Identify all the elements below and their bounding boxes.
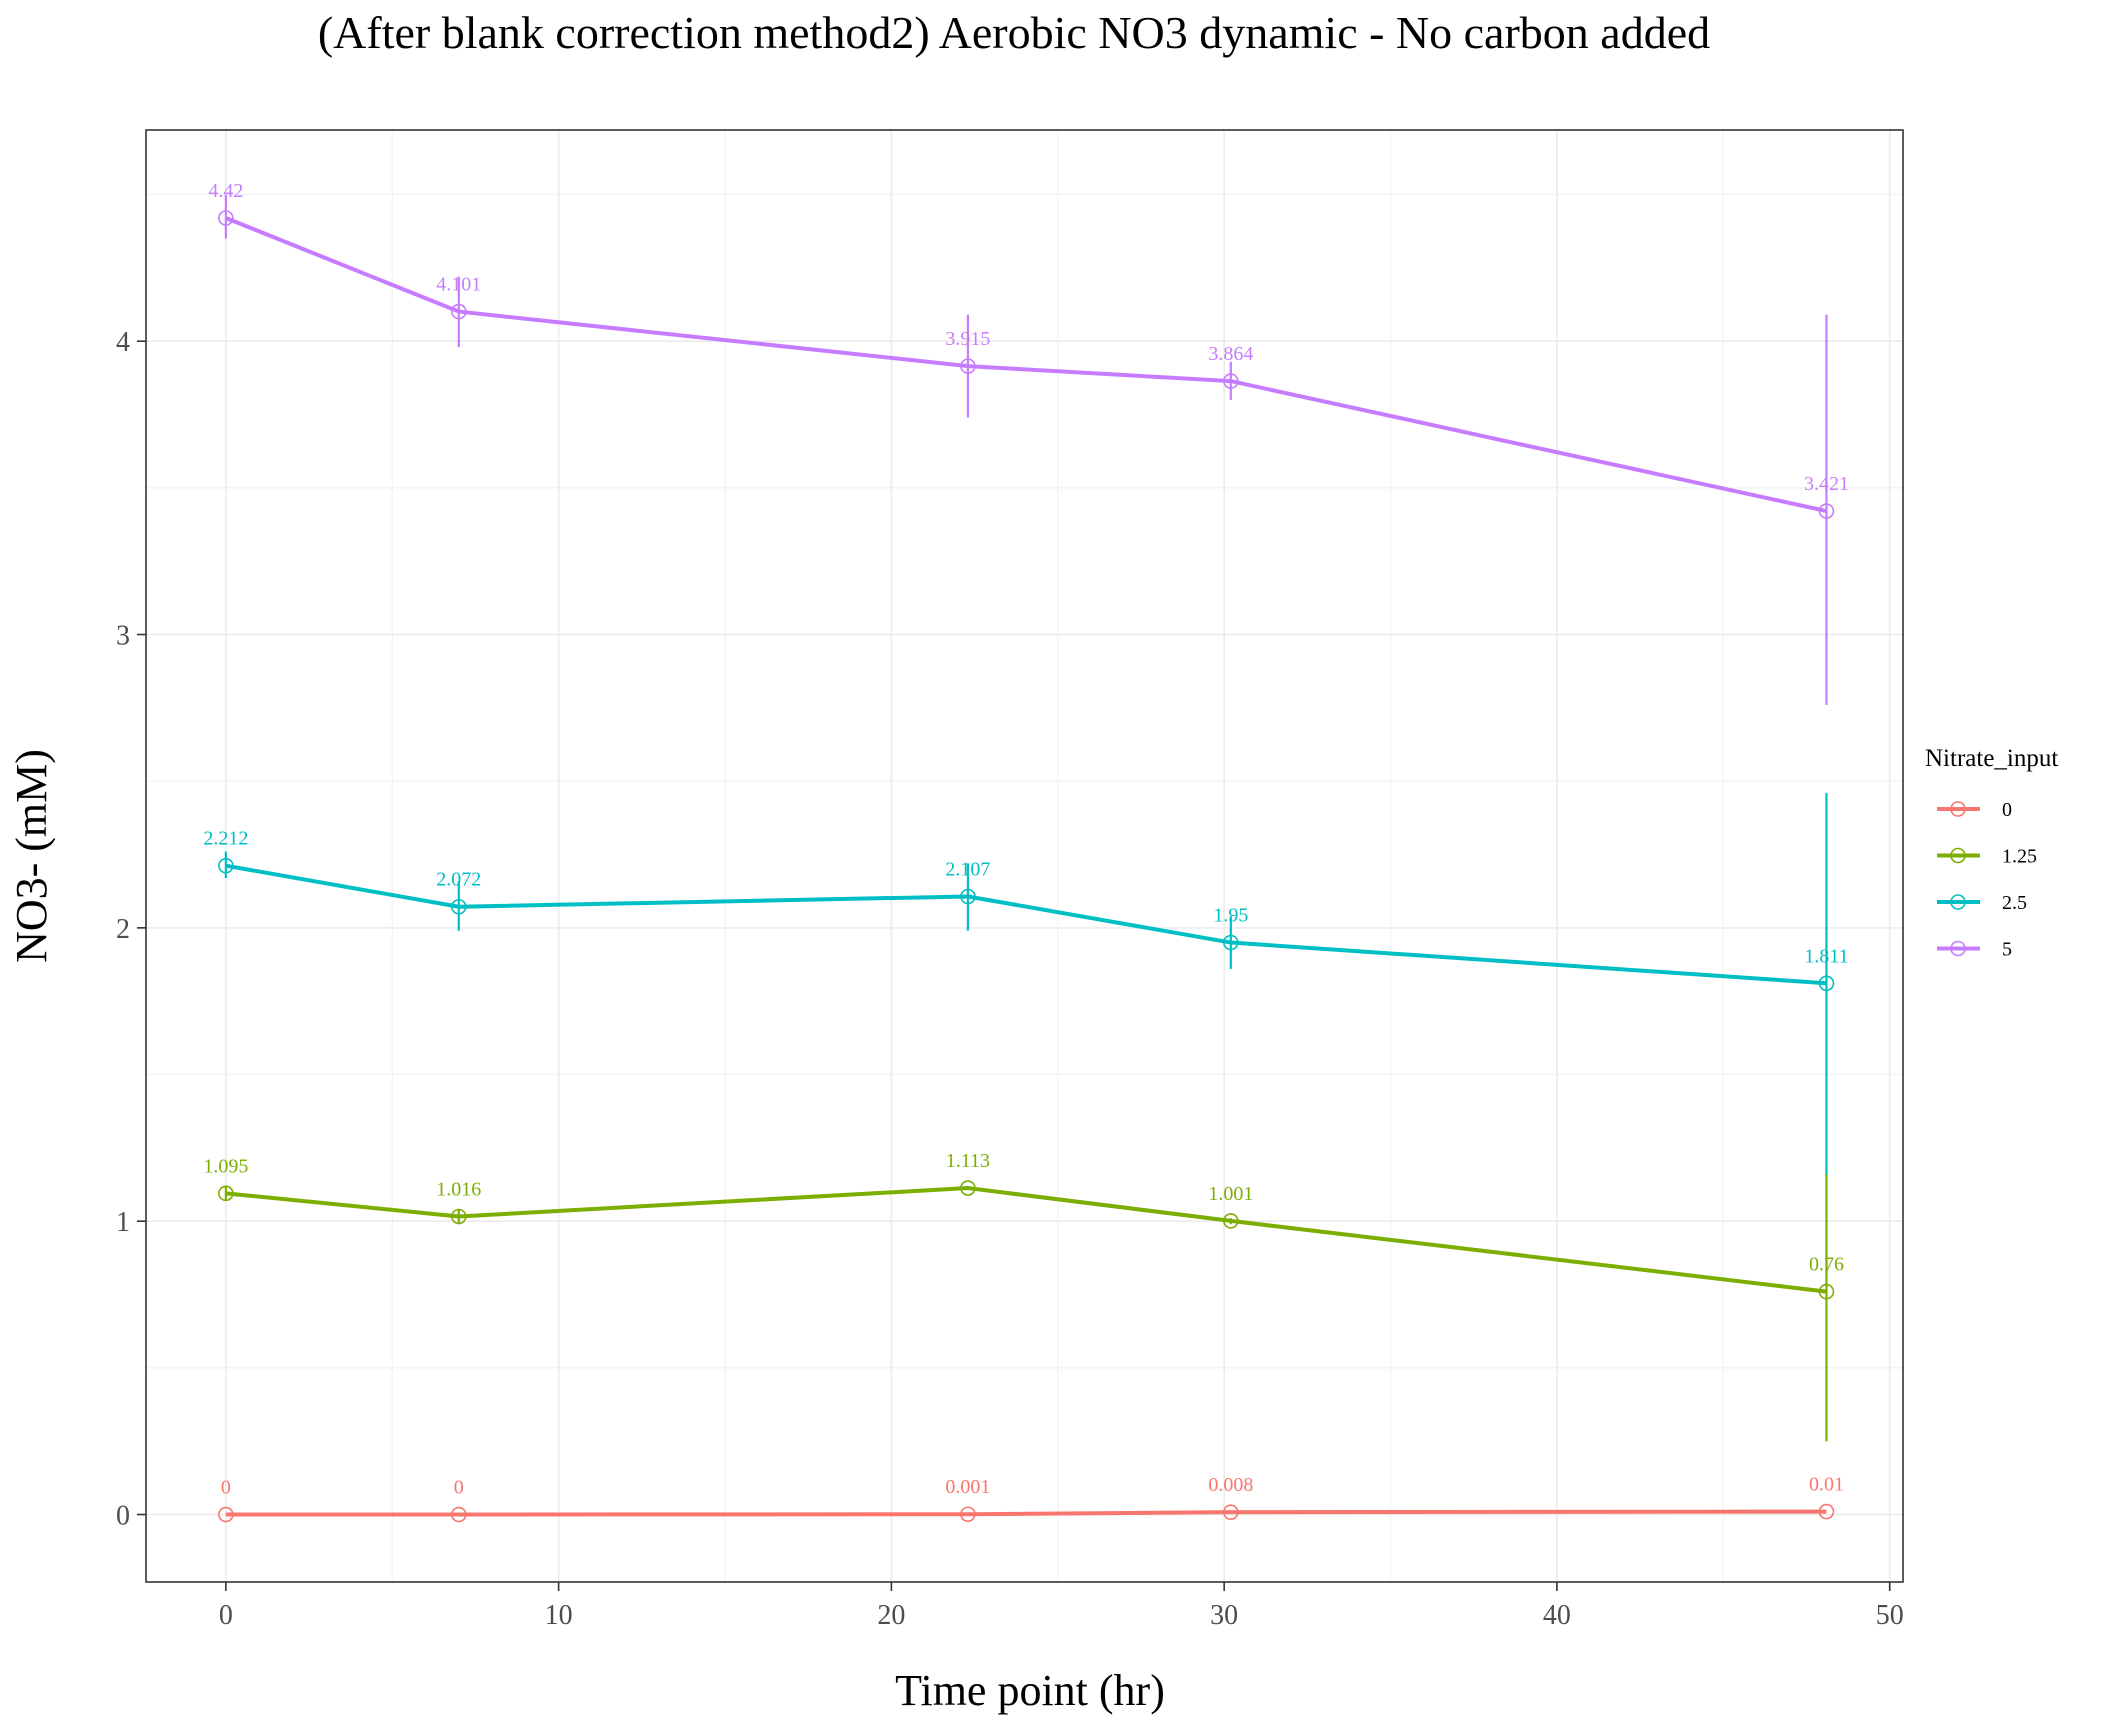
y-tick-label: 1	[116, 1207, 130, 1238]
series-layer: 0 0 0.001 0.008 0.01 1.095 1.016 1.113 1.001 0.76…	[203, 180, 1849, 1523]
legend-item: 2.5	[1937, 892, 2027, 914]
grid-lines	[146, 130, 1903, 1582]
data-label: 1.001	[1208, 1183, 1253, 1205]
data-label: 1.113	[946, 1150, 990, 1172]
data-point	[450, 1208, 467, 1225]
data-point	[1818, 975, 1835, 992]
legend-key-point	[1950, 940, 1966, 957]
data-label: 2.107	[945, 858, 990, 880]
legend-label: 5	[2002, 939, 2012, 961]
data-label: 0.76	[1809, 1254, 1844, 1276]
data-label: 3.915	[945, 328, 990, 350]
y-tick-label: 2	[116, 914, 130, 945]
data-label: 2.212	[203, 828, 248, 850]
x-axis-title: Time point (hr)	[895, 1666, 1165, 1715]
data-point	[450, 303, 467, 320]
legend-item: 1.25	[1937, 846, 2037, 868]
data-label: 0	[221, 1477, 231, 1499]
data-point	[218, 210, 234, 226]
y-tick-label: 4	[116, 327, 130, 358]
chart-title: (After blank correction method2) Aerobic…	[318, 7, 1710, 58]
x-tick-label: 30	[1210, 1600, 1238, 1631]
data-point	[1818, 1503, 1835, 1520]
data-point	[960, 1180, 976, 1196]
plot-panel-border	[145, 129, 1904, 1583]
data-label: 3.421	[1804, 473, 1849, 495]
data-label: 1.095	[203, 1155, 248, 1177]
data-label: 4.101	[436, 274, 481, 296]
data-label: 1.95	[1213, 905, 1248, 927]
data-point	[218, 1506, 234, 1523]
x-tick-label: 0	[219, 1600, 233, 1631]
legend-label: 0	[2002, 799, 2012, 821]
series-1-25: 1.095 1.016 1.113 1.001 0.76	[203, 1150, 1844, 1442]
legend-key-point	[1950, 847, 1966, 864]
x-tick-label: 40	[1543, 1600, 1571, 1631]
series-2-5: 2.212 2.072 2.107 1.95 1.811	[203, 792, 1849, 1175]
data-point	[960, 888, 976, 905]
series-0: 0 0 0.001 0.008 0.01	[218, 1474, 1844, 1523]
data-label: 1.811	[1804, 945, 1848, 967]
series-line	[225, 1509, 1827, 1517]
data-label: 0.01	[1809, 1474, 1844, 1496]
data-point	[450, 898, 467, 915]
data-label: 0.001	[945, 1476, 990, 1498]
data-label: 3.864	[1208, 343, 1253, 365]
y-tick-label: 0	[116, 1501, 130, 1532]
data-point	[218, 857, 234, 874]
data-label: 0.008	[1208, 1474, 1253, 1496]
data-point	[960, 1506, 976, 1523]
data-label: 0	[454, 1477, 464, 1499]
data-point	[1223, 373, 1239, 389]
series-5: 4.42 4.101 3.915 3.864 3.421	[208, 180, 1849, 705]
y-tick-label: 3	[116, 621, 130, 652]
y-axis: 0 1 2 3 4	[116, 327, 146, 1532]
data-point	[450, 1506, 467, 1523]
legend-key-point	[1950, 801, 1966, 817]
series-line	[225, 1186, 1827, 1294]
x-tick-label: 10	[545, 1600, 573, 1631]
legend-label: 2.5	[2002, 892, 2027, 914]
data-point	[218, 1185, 234, 1202]
x-axis: 0 10 20 30 40 50	[219, 1582, 1904, 1631]
y-axis-title: NO3- (mM)	[7, 749, 56, 963]
data-label: 1.016	[436, 1179, 481, 1201]
legend: Nitrate_input 0 1.25 2.5 5	[1925, 745, 2058, 961]
x-tick-label: 20	[877, 1600, 905, 1631]
legend-label: 1.25	[2002, 846, 2037, 868]
series-line	[225, 216, 1827, 513]
legend-item: 5	[1937, 939, 2012, 961]
data-label: 4.42	[208, 180, 243, 202]
data-point	[1818, 1283, 1835, 1300]
x-tick-label: 50	[1876, 1600, 1904, 1631]
data-point	[1818, 503, 1835, 519]
data-point	[960, 358, 976, 374]
data-point	[1223, 1504, 1239, 1520]
data-point	[1223, 1213, 1239, 1229]
legend-title: Nitrate_input	[1925, 745, 2058, 772]
legend-key-point	[1950, 894, 1966, 910]
data-point	[1223, 934, 1239, 951]
legend-item: 0	[1937, 799, 2012, 821]
series-line	[225, 863, 1827, 986]
data-label: 2.072	[436, 869, 481, 891]
